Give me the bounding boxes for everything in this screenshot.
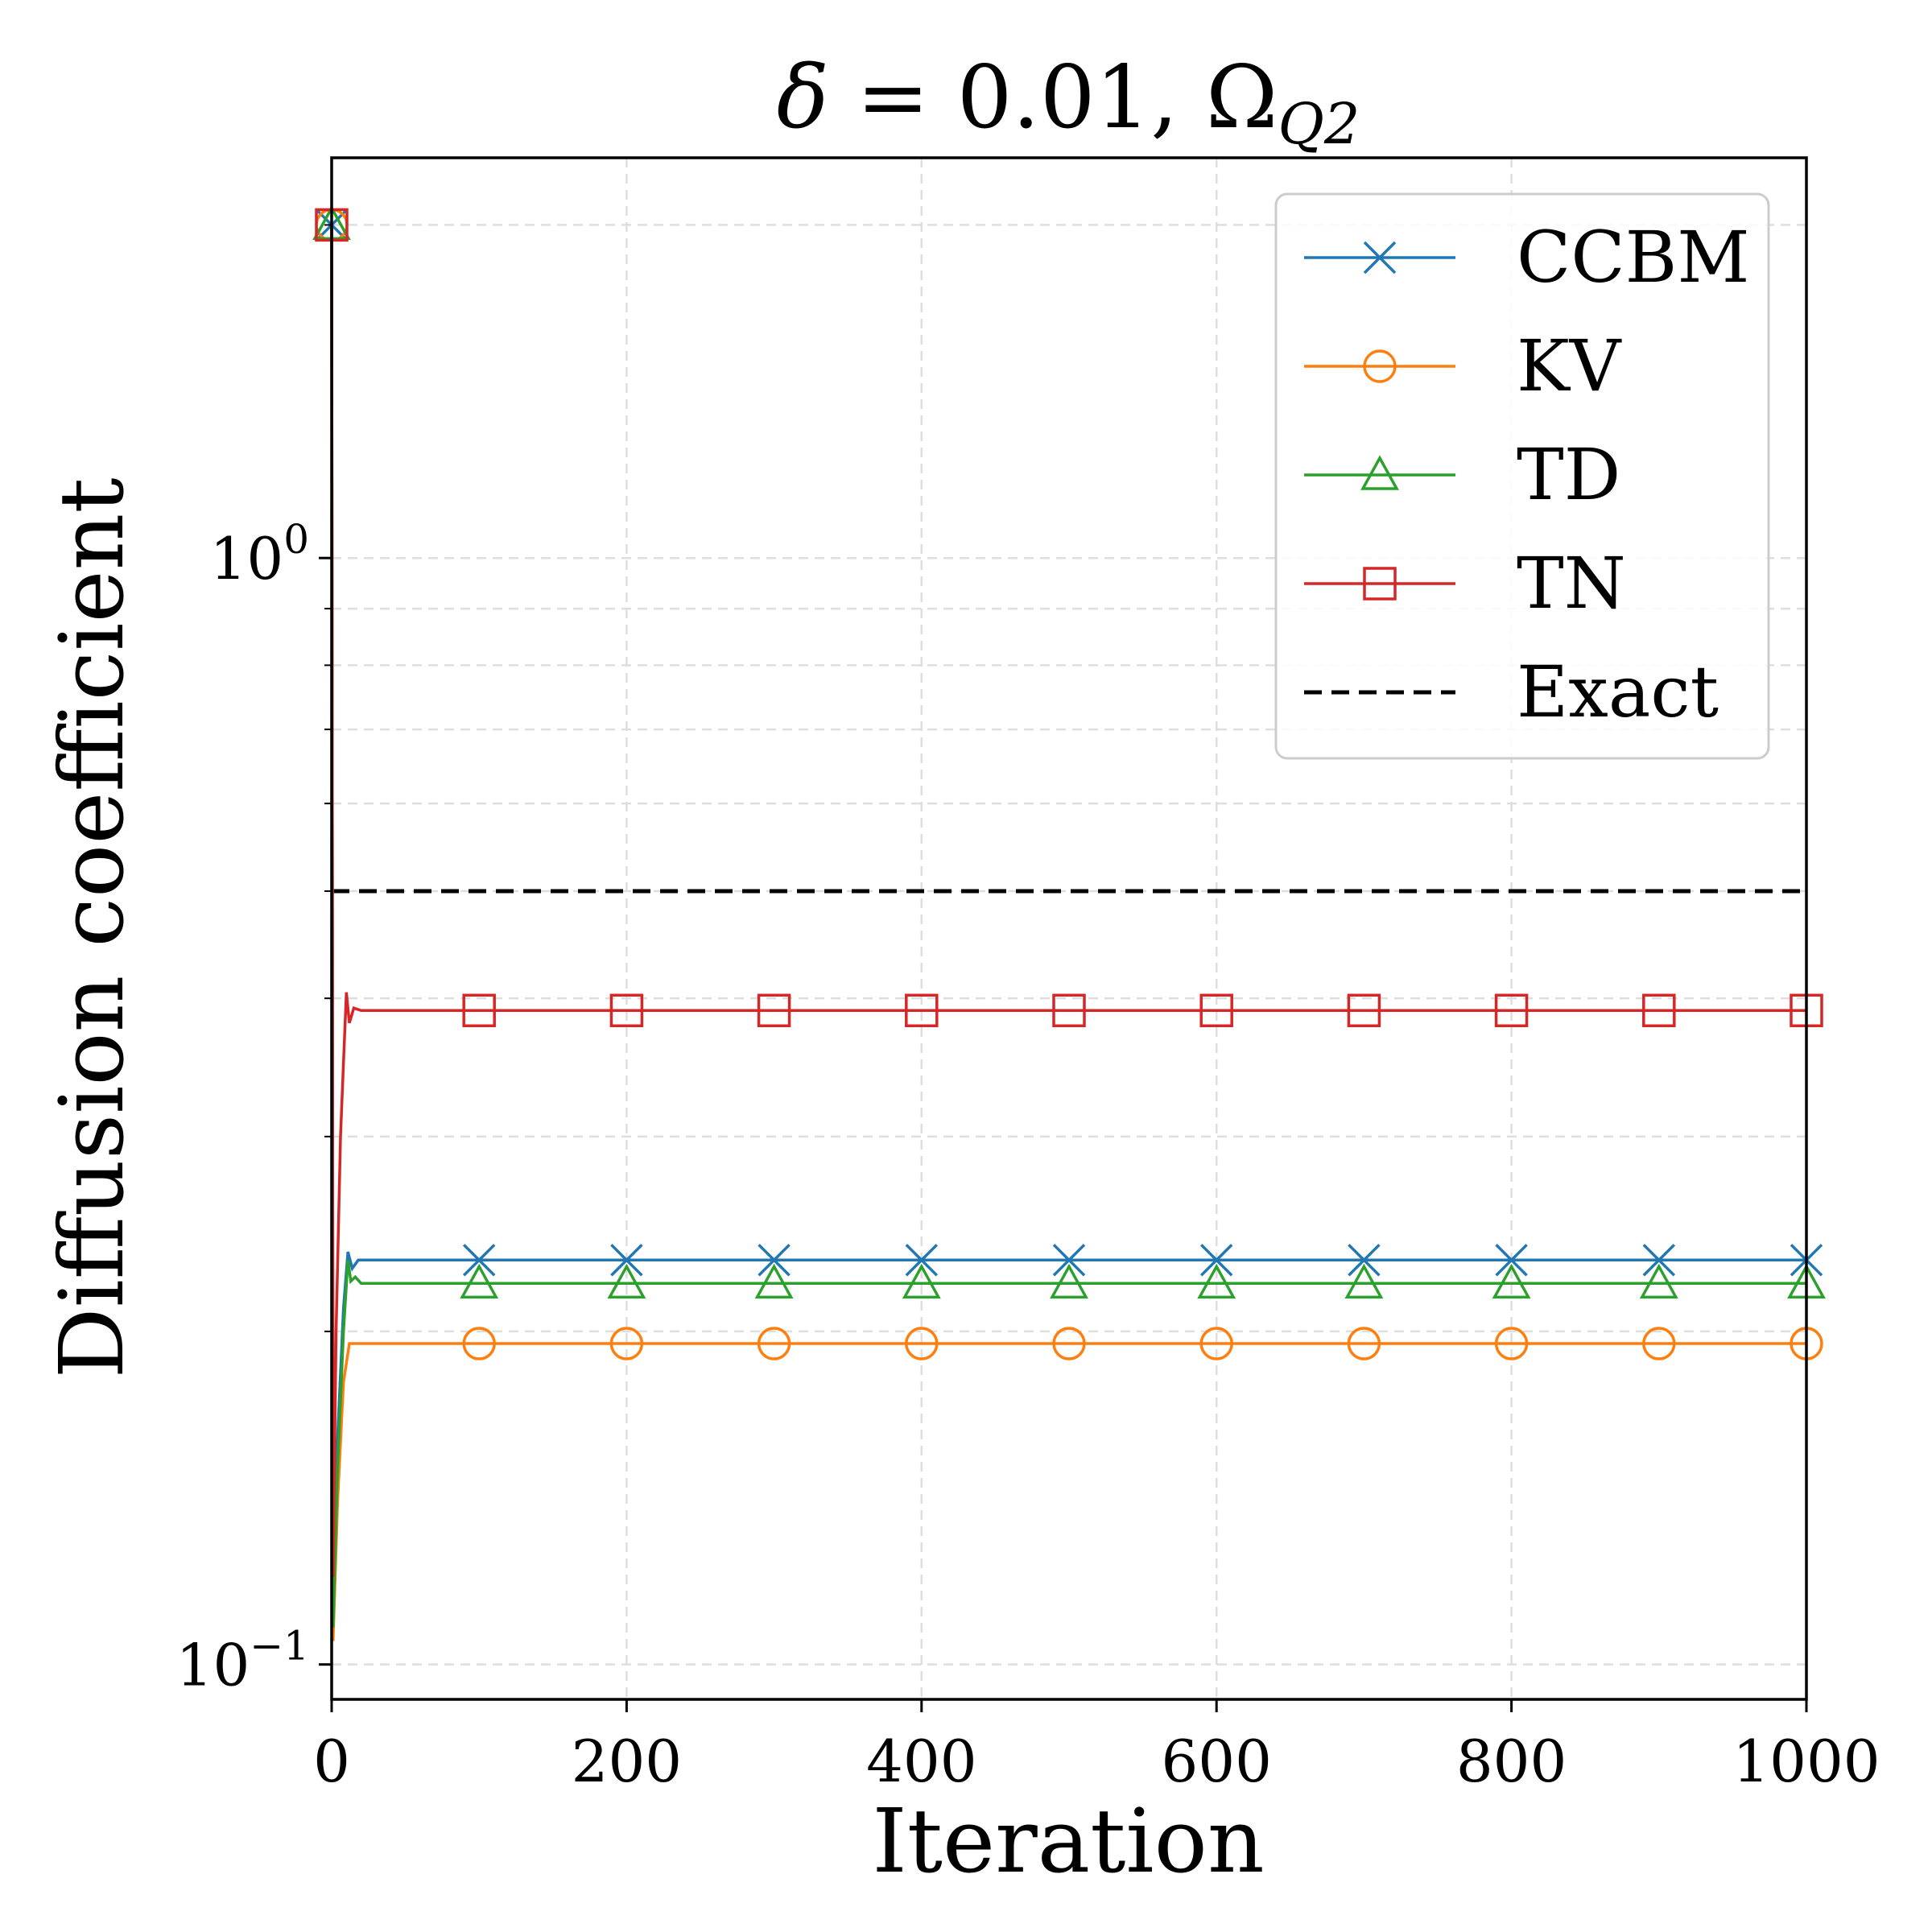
legend-label-kv: KV xyxy=(1517,324,1622,407)
marker-tn xyxy=(1494,993,1529,1028)
marker-tn xyxy=(462,993,496,1028)
marker-ccbm xyxy=(1199,1244,1233,1277)
marker-tn xyxy=(1199,993,1233,1028)
x-tick-label: 200 xyxy=(572,1728,682,1795)
marker-tn xyxy=(609,993,644,1028)
x-tick-label: 600 xyxy=(1161,1728,1271,1795)
x-tick-label: 1000 xyxy=(1732,1728,1880,1795)
marker-kv xyxy=(462,1327,496,1360)
legend-label-tn: TN xyxy=(1517,542,1626,625)
legend-marker-td xyxy=(1360,455,1399,490)
marker-tn xyxy=(1642,993,1676,1028)
marker-td xyxy=(902,1263,941,1299)
marker-kv xyxy=(1199,1327,1233,1360)
marker-kv xyxy=(1494,1327,1529,1360)
legend-marker-kv xyxy=(1363,349,1397,383)
marker-ccbm xyxy=(462,1244,496,1277)
x-tick-label: 0 xyxy=(313,1728,350,1795)
chart-title: δ = 0.01, ΩQ2 xyxy=(777,47,1360,157)
y-axis-label: Diffusion coefficient xyxy=(40,477,143,1378)
legend-marker-ccbm xyxy=(1363,241,1397,275)
marker-tn xyxy=(1052,993,1086,1028)
legend: CCBM KV TD TN Exact xyxy=(1274,192,1770,760)
legend-label-exact: Exact xyxy=(1517,650,1719,733)
y-tick-label: 10−1 xyxy=(176,1623,309,1699)
marker-tn xyxy=(905,993,939,1028)
tick-layer: 0 200 400 600 800 1000 100 10−1 xyxy=(176,224,1880,1795)
x-tick-label: 400 xyxy=(866,1728,976,1795)
marker-kv xyxy=(905,1327,939,1360)
series-line-td xyxy=(330,225,1806,1628)
marker-td xyxy=(1197,1263,1236,1299)
marker-kv xyxy=(1347,1327,1381,1360)
legend-box xyxy=(1274,192,1770,760)
marker-kv xyxy=(1052,1327,1086,1360)
marker-kv xyxy=(1642,1327,1676,1360)
marker-ccbm xyxy=(1052,1244,1086,1277)
marker-td xyxy=(754,1263,794,1299)
marker-td xyxy=(1492,1263,1531,1299)
grid-layer xyxy=(330,158,1808,1699)
marker-td xyxy=(607,1263,646,1299)
marker-td xyxy=(1344,1263,1384,1299)
marker-ccbm xyxy=(1348,1244,1381,1277)
marker-tn xyxy=(1347,993,1381,1028)
marker-ccbm xyxy=(610,1244,643,1277)
marker-td xyxy=(1050,1263,1088,1299)
marker-kv xyxy=(757,1327,791,1360)
series-line-tn xyxy=(330,225,1806,1577)
legend-label-td: TD xyxy=(1517,433,1620,516)
marker-ccbm xyxy=(758,1244,791,1277)
marker-ccbm xyxy=(1642,1244,1676,1277)
marker-td xyxy=(1639,1263,1678,1299)
plot-area-frame xyxy=(330,156,1808,1701)
marker-td xyxy=(460,1263,499,1299)
x-axis-label: Iteration xyxy=(872,1790,1264,1893)
legend-entries: CCBM KV TD TN Exact xyxy=(1304,216,1749,733)
legend-label-ccbm: CCBM xyxy=(1517,216,1749,299)
legend-marker-tn xyxy=(1363,567,1397,601)
marker-ccbm xyxy=(1495,1244,1528,1277)
marker-kv xyxy=(609,1327,644,1360)
x-tick-label: 800 xyxy=(1456,1728,1567,1795)
marker-tn xyxy=(757,993,791,1028)
marker-ccbm xyxy=(905,1244,939,1277)
y-tick-label: 100 xyxy=(210,516,309,592)
